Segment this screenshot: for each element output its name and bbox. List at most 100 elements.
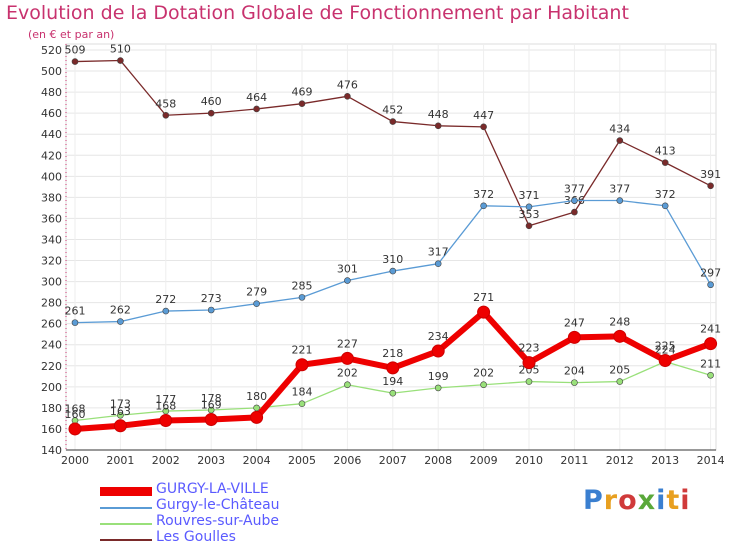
brand-letter: r: [603, 485, 619, 516]
y-tick-label: 460: [41, 107, 62, 120]
data-label-les-goulles: 476: [337, 78, 358, 91]
data-label-les-goulles: 458: [155, 97, 176, 110]
chart-title: Evolution de la Dotation Globale de Fonc…: [6, 2, 629, 24]
data-label-les-goulles: 413: [655, 145, 676, 158]
brand-letter: P: [583, 485, 604, 516]
data-point-gurgy-le-chateau: [480, 202, 487, 210]
data-label-gurgy-le-chateau: 372: [655, 188, 676, 201]
x-tick-label: 2014: [697, 454, 725, 467]
data-label-gurgy-la-ville: 221: [292, 344, 313, 357]
data-label-rouvres-sur-aube: 199: [428, 370, 449, 383]
data-point-rouvres-sur-aube: [117, 411, 124, 419]
data-label-gurgy-la-ville: 247: [564, 316, 585, 329]
legend-label-gurgy-le-chateau: Gurgy-le-Château: [156, 497, 280, 513]
data-point-rouvres-sur-aube: [253, 404, 260, 412]
data-point-gurgy-la-ville: [159, 414, 173, 428]
data-point-gurgy-le-chateau: [117, 318, 124, 325]
data-point-gurgy-la-ville: [68, 422, 82, 436]
data-point-gurgy-la-ville: [386, 361, 400, 375]
data-label-rouvres-sur-aube: 202: [337, 367, 358, 380]
data-label-les-goulles: 452: [382, 104, 403, 117]
data-point-les-goulles: [71, 58, 79, 65]
x-tick-label: 2009: [470, 454, 498, 467]
y-tick-label: 380: [41, 191, 62, 204]
x-tick-label: 2001: [106, 454, 134, 467]
data-label-rouvres-sur-aube: 168: [65, 403, 86, 416]
data-label-gurgy-la-ville: 241: [700, 323, 721, 336]
y-tick-label: 520: [41, 44, 62, 57]
data-point-gurgy-le-chateau: [525, 203, 533, 211]
data-label-gurgy-le-chateau: 297: [700, 267, 721, 280]
data-label-gurgy-le-chateau: 372: [473, 188, 494, 201]
data-label-gurgy-le-chateau: 377: [609, 183, 630, 196]
x-tick-label: 2004: [243, 454, 271, 467]
data-point-gurgy-la-ville: [250, 410, 264, 424]
data-point-les-goulles: [571, 208, 578, 216]
chart-subtitle: (en € et par an): [28, 28, 115, 41]
data-point-les-goulles: [253, 105, 260, 113]
data-label-gurgy-le-chateau: 301: [337, 263, 358, 276]
x-tick-label: 2012: [606, 454, 634, 467]
data-point-gurgy-la-ville: [704, 337, 718, 351]
data-label-gurgy-le-chateau: 272: [155, 293, 176, 306]
data-point-les-goulles: [707, 182, 714, 190]
y-tick-label: 300: [41, 276, 62, 289]
data-point-gurgy-le-chateau: [344, 277, 351, 284]
data-label-gurgy-le-chateau: 261: [65, 305, 86, 318]
data-label-gurgy-la-ville: 225: [655, 340, 676, 353]
x-tick-label: 2013: [651, 454, 679, 467]
x-tick-label: 2000: [61, 454, 89, 467]
y-tick-label: 240: [41, 339, 62, 352]
data-point-les-goulles: [207, 109, 215, 117]
y-tick-label: 320: [41, 255, 62, 268]
data-label-les-goulles: 509: [65, 44, 86, 57]
data-point-gurgy-la-ville: [613, 329, 627, 343]
data-point-gurgy-le-chateau: [298, 294, 306, 301]
data-point-les-goulles: [298, 100, 306, 107]
data-label-rouvres-sur-aube: 178: [201, 392, 222, 405]
brand-letter: x: [637, 485, 657, 516]
y-tick-label: 160: [41, 423, 62, 436]
legend-label-rouvres-sur-aube: Rouvres-sur-Aube: [156, 513, 279, 529]
y-tick-label: 360: [41, 212, 62, 225]
data-point-rouvres-sur-aube: [707, 371, 714, 379]
data-label-gurgy-le-chateau: 285: [292, 279, 313, 292]
data-point-gurgy-la-ville: [295, 358, 309, 372]
x-tick-label: 2006: [333, 454, 361, 467]
data-label-rouvres-sur-aube: 224: [655, 344, 676, 357]
y-tick-label: 340: [41, 233, 62, 246]
data-label-rouvres-sur-aube: 211: [700, 357, 721, 370]
y-tick-label: 280: [41, 297, 62, 310]
x-tick-label: 2011: [560, 454, 588, 467]
plot-area: 1401601802002202402602803003203403603804…: [41, 43, 725, 467]
data-label-les-goulles: 448: [428, 108, 449, 121]
data-point-gurgy-le-chateau: [616, 197, 624, 204]
data-label-les-goulles: 391: [700, 168, 721, 181]
x-tick-label: 2003: [197, 454, 225, 467]
y-tick-label: 480: [41, 86, 62, 99]
brand-letter: o: [618, 485, 638, 516]
legend-swatch-gurgy-la-ville: [100, 487, 152, 496]
data-label-rouvres-sur-aube: 177: [155, 393, 176, 406]
data-point-gurgy-la-ville: [567, 330, 581, 344]
data-label-les-goulles: 353: [519, 208, 540, 221]
data-point-gurgy-la-ville: [477, 305, 491, 319]
data-label-les-goulles: 464: [246, 91, 267, 104]
data-point-gurgy-le-chateau: [571, 197, 578, 204]
data-label-rouvres-sur-aube: 194: [382, 375, 403, 388]
x-tick-label: 2002: [152, 454, 180, 467]
data-point-gurgy-la-ville: [340, 351, 354, 365]
legend-label-les-goulles: Les Goulles: [156, 529, 236, 545]
x-tick-label: 2005: [288, 454, 316, 467]
data-label-rouvres-sur-aube: 173: [110, 397, 131, 410]
data-point-gurgy-la-ville: [658, 354, 672, 368]
data-label-les-goulles: 510: [110, 43, 131, 56]
data-label-les-goulles: 447: [473, 109, 494, 122]
y-tick-label: 260: [41, 318, 62, 331]
data-label-gurgy-le-chateau: 310: [382, 253, 403, 266]
data-point-gurgy-le-chateau: [207, 306, 215, 314]
data-label-gurgy-la-ville: 227: [337, 337, 358, 350]
data-point-les-goulles: [480, 123, 487, 131]
data-label-gurgy-le-chateau: 317: [428, 246, 449, 259]
data-point-rouvres-sur-aube: [298, 400, 306, 407]
